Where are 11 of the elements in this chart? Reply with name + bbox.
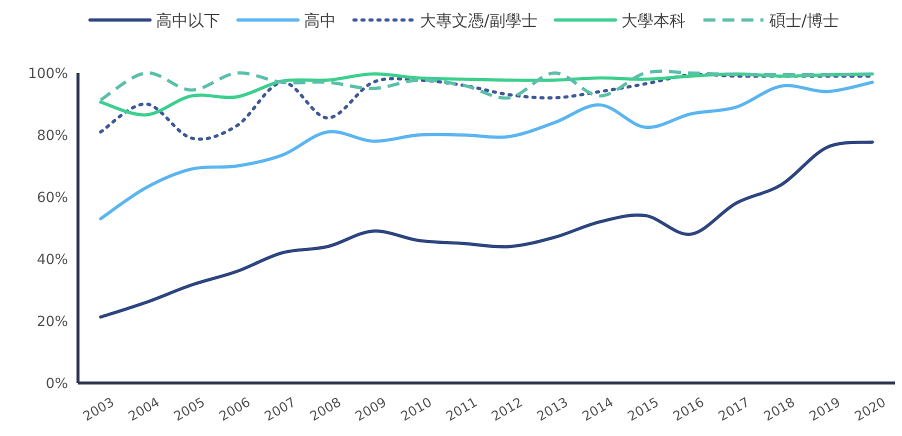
legend-label: 碩士/博士 — [768, 11, 839, 30]
y-tick-label: 0% — [46, 376, 68, 392]
legend-label: 大學本科 — [621, 11, 686, 30]
y-tick-label: 40% — [36, 252, 68, 268]
y-tick-label: 20% — [36, 314, 68, 330]
y-tick-label: 60% — [36, 190, 68, 206]
legend-label: 大專文憑/副學士 — [420, 11, 538, 30]
legend-label: 高中 — [304, 11, 336, 30]
legend-label: 高中以下 — [156, 11, 220, 30]
y-tick-label: 100% — [28, 66, 68, 82]
y-tick-label: 80% — [36, 128, 68, 144]
